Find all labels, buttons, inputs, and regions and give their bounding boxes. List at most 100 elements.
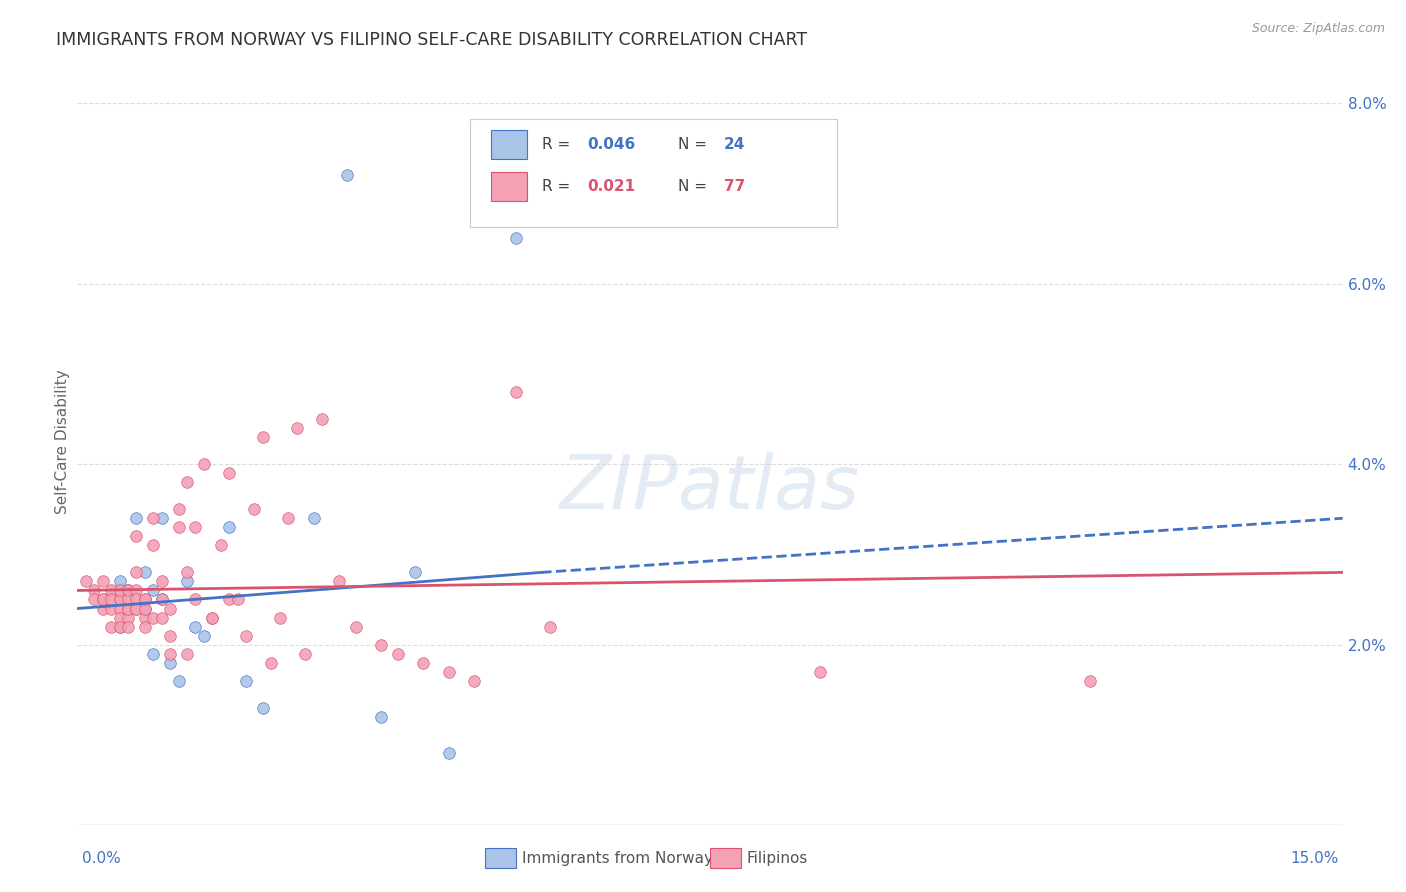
Point xyxy=(125,601,148,615)
Point xyxy=(117,583,139,598)
Point xyxy=(134,619,156,633)
Point xyxy=(150,574,173,589)
Text: R =: R = xyxy=(541,178,575,194)
Point xyxy=(125,592,148,607)
Point xyxy=(1078,673,1101,688)
Point xyxy=(252,430,274,444)
Point xyxy=(117,583,139,598)
Point xyxy=(370,710,392,724)
Point xyxy=(150,592,173,607)
Point xyxy=(125,601,148,615)
FancyBboxPatch shape xyxy=(470,120,837,227)
Point xyxy=(134,592,156,607)
Point xyxy=(193,629,215,643)
Point xyxy=(167,673,190,688)
Point xyxy=(83,583,105,598)
Point xyxy=(142,583,165,598)
Point xyxy=(184,520,207,534)
Point xyxy=(252,700,274,714)
Point xyxy=(159,601,181,615)
Bar xyxy=(491,130,527,160)
Point xyxy=(91,592,114,607)
Point xyxy=(91,592,114,607)
Point xyxy=(370,638,392,652)
Point xyxy=(285,421,308,435)
Point xyxy=(125,529,148,543)
Point xyxy=(134,601,156,615)
Point xyxy=(100,601,122,615)
Point xyxy=(134,610,156,624)
Text: 0.021: 0.021 xyxy=(588,178,636,194)
Point xyxy=(108,592,131,607)
Point xyxy=(808,665,831,679)
Point xyxy=(108,574,131,589)
Point xyxy=(311,412,333,426)
Point xyxy=(150,610,173,624)
Point xyxy=(269,610,291,624)
Text: 24: 24 xyxy=(724,137,745,153)
Text: Immigrants from Norway: Immigrants from Norway xyxy=(522,851,713,865)
Point xyxy=(184,592,207,607)
Point xyxy=(218,520,240,534)
Point xyxy=(209,538,232,552)
Point xyxy=(505,384,527,399)
Point xyxy=(117,619,139,633)
Point xyxy=(437,665,460,679)
Point xyxy=(159,629,181,643)
Text: 77: 77 xyxy=(724,178,745,194)
Point xyxy=(176,475,198,490)
Point xyxy=(100,592,122,607)
Point xyxy=(201,610,224,624)
Text: 15.0%: 15.0% xyxy=(1291,851,1339,865)
Point xyxy=(108,601,131,615)
Point xyxy=(193,457,215,471)
Point xyxy=(125,511,148,525)
Point xyxy=(108,610,131,624)
Text: 0.046: 0.046 xyxy=(588,137,636,153)
Point xyxy=(218,592,240,607)
Point xyxy=(159,647,181,661)
Point xyxy=(302,511,325,525)
Point xyxy=(437,746,460,760)
Text: ZIPatlas: ZIPatlas xyxy=(560,451,860,524)
Text: N =: N = xyxy=(679,137,713,153)
Point xyxy=(108,583,131,598)
Point xyxy=(150,511,173,525)
Point xyxy=(108,619,131,633)
Point xyxy=(134,566,156,580)
Point xyxy=(134,592,156,607)
Point xyxy=(218,466,240,480)
Point xyxy=(344,619,367,633)
Point xyxy=(235,629,257,643)
Point xyxy=(505,231,527,245)
Text: R =: R = xyxy=(541,137,575,153)
Point xyxy=(159,656,181,670)
Point xyxy=(538,619,561,633)
Point xyxy=(142,647,165,661)
Point xyxy=(117,610,139,624)
Point xyxy=(294,647,316,661)
Point xyxy=(142,538,165,552)
Text: Source: ZipAtlas.com: Source: ZipAtlas.com xyxy=(1251,22,1385,36)
Point xyxy=(184,619,207,633)
Text: 0.0%: 0.0% xyxy=(82,851,121,865)
Point xyxy=(226,592,249,607)
Point xyxy=(277,511,299,525)
Point xyxy=(100,583,122,598)
Text: IMMIGRANTS FROM NORWAY VS FILIPINO SELF-CARE DISABILITY CORRELATION CHART: IMMIGRANTS FROM NORWAY VS FILIPINO SELF-… xyxy=(56,31,807,49)
Y-axis label: Self-Care Disability: Self-Care Disability xyxy=(55,369,70,514)
Point xyxy=(83,592,105,607)
Point xyxy=(125,566,148,580)
Point xyxy=(201,610,224,624)
Point xyxy=(142,610,165,624)
Point xyxy=(176,647,198,661)
Point xyxy=(91,601,114,615)
Point xyxy=(336,169,359,183)
Point xyxy=(117,601,139,615)
Bar xyxy=(491,171,527,201)
Point xyxy=(387,647,409,661)
Point xyxy=(150,592,173,607)
Point xyxy=(134,601,156,615)
Point xyxy=(117,592,139,607)
Point xyxy=(75,574,97,589)
